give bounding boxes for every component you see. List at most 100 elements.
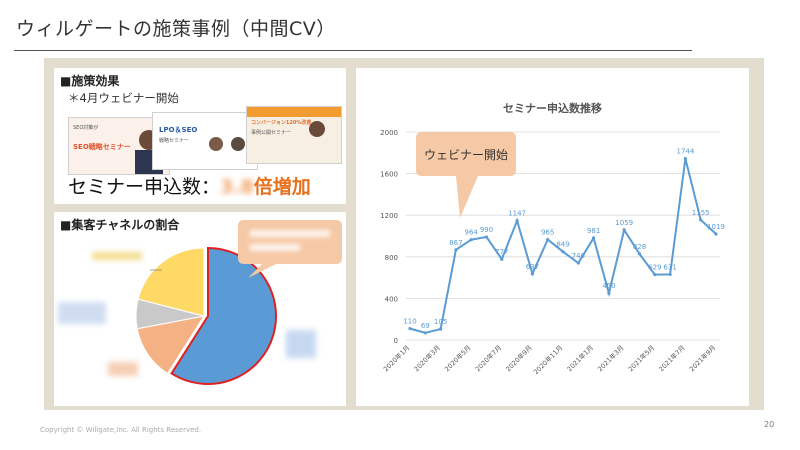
- presenter-avatar: [309, 121, 325, 137]
- data-point: [622, 228, 626, 232]
- pie-slices: [135, 246, 277, 385]
- data-point: [714, 232, 718, 236]
- slide-title: ウィルゲートの施策事例（中間CV）: [16, 18, 336, 40]
- result-prefix: セミナー申込数：: [68, 176, 221, 198]
- channel-panel: ■集客チャネルの割合: [54, 212, 346, 406]
- data-label: 1147: [508, 210, 526, 218]
- channel-pie-chart: [58, 246, 316, 385]
- thumbnail-2-line1: LPO＆SEO: [159, 126, 198, 134]
- blurred-label: [58, 302, 106, 324]
- chart-panel: セミナー申込数推移 0 400 800 1200 1600 2000 2020年1月 202…: [356, 68, 749, 406]
- x-tick-label: 2020年3月: [412, 343, 442, 373]
- data-point: [607, 291, 611, 295]
- x-tick-label: 2021年1月: [565, 343, 595, 373]
- data-label: 1059: [615, 219, 633, 227]
- channel-callout: [238, 220, 342, 278]
- presenter-avatar: [209, 137, 223, 151]
- y-tick-label: 1600: [380, 171, 398, 179]
- presenter-avatar: [231, 137, 245, 151]
- data-label: 69: [421, 322, 430, 330]
- data-label: 105: [434, 318, 447, 326]
- seminar-thumbnail-2: LPO＆SEO 戦略セミナー: [152, 112, 258, 170]
- y-tick-label: 400: [385, 295, 398, 303]
- y-axis-ticks: 0 400 800 1200 1600 2000: [380, 129, 398, 345]
- data-point: [439, 327, 443, 331]
- blurred-label: [92, 252, 142, 260]
- data-point: [546, 238, 550, 242]
- data-point: [515, 219, 519, 223]
- data-point: [653, 272, 657, 277]
- data-points: [408, 157, 718, 335]
- effect-heading: ■施策効果: [60, 74, 120, 88]
- channel-heading: ■集客チャネルの割合: [60, 218, 180, 232]
- x-tick-label: 2020年1月: [381, 343, 411, 373]
- blurred-callout-text: [250, 244, 300, 251]
- data-label: 965: [541, 229, 554, 237]
- x-tick-label: 2020年11月: [531, 343, 564, 376]
- data-point: [592, 236, 596, 240]
- thumbnail-2-line2: 戦略セミナー: [159, 138, 190, 144]
- data-label: 849: [556, 241, 569, 249]
- y-tick-label: 1200: [380, 212, 398, 220]
- data-label: 110: [403, 318, 416, 326]
- data-label: 981: [587, 227, 600, 235]
- y-tick-label: 0: [394, 337, 398, 345]
- data-label: 777: [495, 248, 508, 256]
- data-point: [454, 248, 458, 252]
- x-tick-label: 2021年3月: [595, 343, 625, 373]
- effect-panel: ■施策効果 ＊4月ウェビナー開始 SEO対策が SEO戦略セミナー LPO＆SE…: [54, 68, 346, 204]
- blurred-callout-text: [250, 230, 330, 237]
- webinar-callout: ウェビナー開始: [416, 132, 516, 218]
- thumbnail-1-line2: SEO戦略セミナー: [73, 143, 131, 151]
- thumbnail-1-line1: SEO対策が: [73, 125, 99, 131]
- seminar-thumbnails: SEO対策が SEO戦略セミナー LPO＆SEO 戦略セミナー コンバージョン1…: [60, 106, 342, 175]
- copyright: Copyright © Willgate,Inc. All Rights Res…: [40, 426, 202, 434]
- x-tick-label: 2021年9月: [687, 343, 717, 373]
- seminar-thumbnail-3: コンバージョン120%改善 事例公開セミナー: [246, 106, 342, 164]
- webinar-start-note: ＊4月ウェビナー開始: [68, 91, 179, 105]
- data-point: [637, 252, 642, 256]
- x-tick-label: 2021年7月: [657, 343, 687, 373]
- data-label: 1155: [692, 209, 710, 217]
- y-tick-label: 2000: [380, 129, 398, 137]
- data-label: 990: [480, 226, 493, 234]
- title-divider: [14, 50, 692, 51]
- pie-slice: [136, 315, 206, 375]
- data-point: [683, 157, 687, 161]
- data-point: [500, 257, 504, 261]
- data-label: 637: [526, 263, 539, 271]
- thumbnail-3-line1: コンバージョン120%改善: [251, 120, 312, 126]
- x-tick-label: 2020年9月: [504, 343, 534, 373]
- data-label: 867: [449, 239, 462, 247]
- data-point: [561, 250, 565, 254]
- data-label: 740: [572, 252, 585, 260]
- webinar-callout-text: ウェビナー開始: [424, 148, 508, 162]
- x-tick-label: 2021年5月: [626, 343, 656, 373]
- thumbnail-3-line2: 事例公開セミナー: [251, 130, 292, 136]
- data-point: [530, 272, 534, 276]
- page-number: 20: [764, 420, 775, 429]
- data-point: [576, 261, 580, 265]
- data-point: [668, 272, 672, 276]
- blurred-multiplier: 3.8: [220, 176, 254, 198]
- data-label: 1744: [676, 148, 694, 156]
- blurred-label: [108, 362, 138, 376]
- data-label: 1019: [707, 223, 725, 231]
- seminar-result: セミナー申込数：3.8倍増加: [68, 172, 311, 199]
- data-point: [469, 238, 473, 242]
- blurred-pie-labels: [58, 252, 316, 376]
- data-label: 828: [633, 243, 646, 251]
- blurred-label: [286, 330, 316, 358]
- data-label: 964: [465, 229, 479, 237]
- data-point: [408, 326, 412, 331]
- data-label: 450: [602, 282, 615, 290]
- x-tick-label: 2020年5月: [442, 343, 472, 373]
- pie-slice: [137, 247, 205, 317]
- line-chart: 0 400 800 1200 1600 2000 2020年1月 2020年3月 2020年5…: [380, 129, 725, 376]
- data-label: 629: [648, 264, 661, 272]
- result-suffix: 倍増加: [253, 176, 311, 198]
- data-label: 631: [663, 263, 676, 271]
- data-point: [699, 218, 703, 222]
- y-tick-label: 800: [385, 254, 398, 262]
